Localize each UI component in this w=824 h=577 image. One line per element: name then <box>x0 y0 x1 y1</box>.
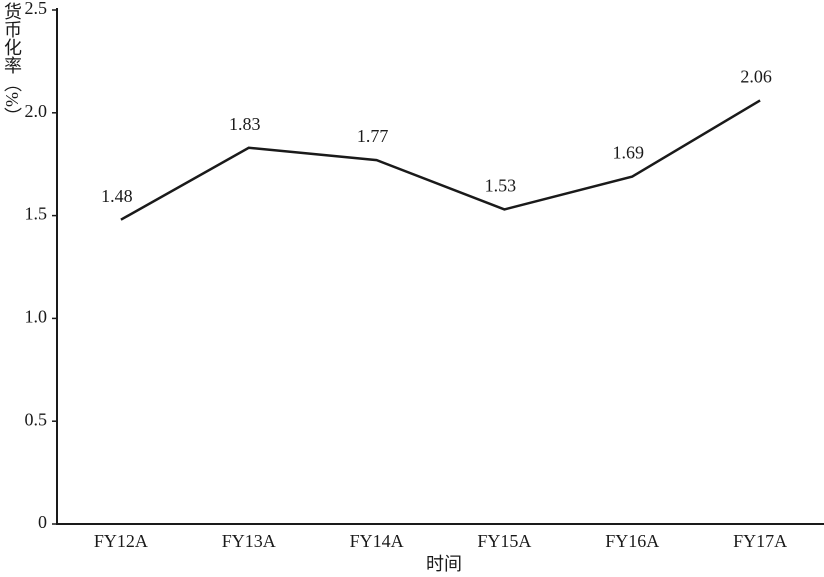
x-tick-label: FY16A <box>605 531 659 551</box>
y-tick-label: 0.5 <box>25 409 48 429</box>
data-label: 1.53 <box>485 176 517 196</box>
data-label: 1.69 <box>613 143 645 163</box>
x-tick-label: FY12A <box>94 531 148 551</box>
y-tick-label: 2.0 <box>25 101 48 121</box>
y-tick-label: 1.5 <box>25 204 48 224</box>
data-label: 1.77 <box>357 126 389 146</box>
y-tick-label: 2.5 <box>25 0 48 18</box>
x-tick-label: FY13A <box>222 531 276 551</box>
x-tick-label: FY17A <box>733 531 787 551</box>
y-axis-label: 货币化率（%） <box>2 2 22 125</box>
x-tick-label: FY14A <box>350 531 404 551</box>
data-label: 2.06 <box>740 67 772 87</box>
y-tick-label: 1.0 <box>25 307 48 327</box>
x-tick-label: FY15A <box>477 531 531 551</box>
y-tick-label: 0 <box>38 512 47 532</box>
data-label: 1.83 <box>229 114 261 134</box>
data-label: 1.48 <box>101 186 133 206</box>
line <box>120 99 761 221</box>
x-axis-label: 时间 <box>426 554 462 574</box>
